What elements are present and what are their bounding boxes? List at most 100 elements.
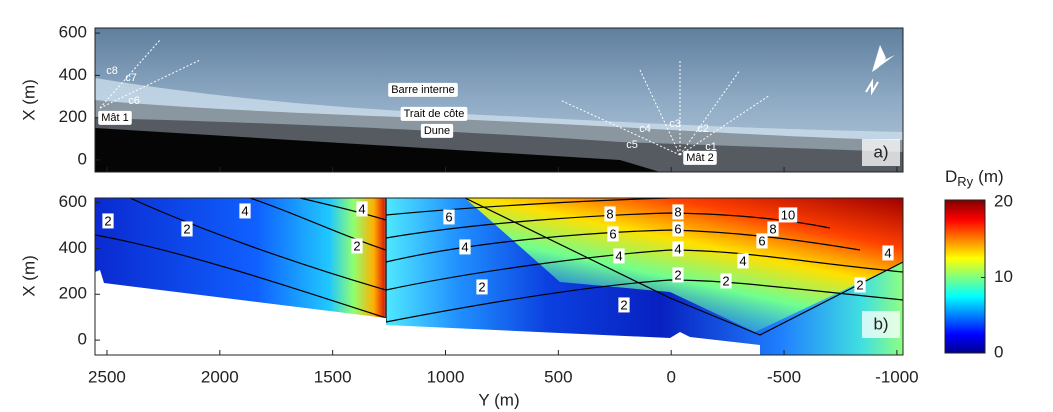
panel-label-bg (862, 139, 900, 166)
annotation: c5 (626, 139, 638, 151)
y-axis-label: X (m) (19, 79, 38, 121)
y-tick-label: 600 (59, 23, 87, 42)
colorbar-label-sub: Ry (957, 174, 973, 189)
contour-label: 2 (674, 267, 681, 282)
x-tick-label: 1000 (427, 367, 465, 386)
frame (94, 27, 904, 173)
contour-label: 2 (856, 277, 863, 292)
x-tick-label: 2000 (201, 367, 239, 386)
annotation: c7 (125, 72, 137, 84)
contour-label: 4 (674, 241, 681, 256)
contour-label-bg (767, 221, 779, 237)
contour-label: 4 (241, 203, 248, 218)
contour-label-bg (607, 226, 619, 242)
x-tick-label: 0 (666, 367, 675, 386)
y-tick-label: 400 (59, 238, 87, 257)
annotation: Dune (424, 125, 450, 137)
x-tick-label: 2500 (88, 367, 126, 386)
contour-label-bg (613, 248, 625, 264)
contour-label-bg (672, 267, 684, 283)
y-axis-label: X (m) (19, 255, 38, 297)
contour-label: 4 (739, 253, 746, 268)
contour-label: 6 (758, 233, 765, 248)
contour-label-bg (882, 245, 894, 261)
contour-label-bg (737, 253, 749, 269)
annotation: Barre interne (391, 84, 455, 96)
annotation: Mât 1 (101, 112, 129, 124)
contour-label: 8 (606, 206, 613, 221)
contour-label-bg (443, 209, 455, 225)
north-arrow (872, 45, 895, 72)
annotation: c4 (639, 123, 651, 135)
contour-label-bg (672, 204, 684, 220)
colorbar-tick-label: 0 (994, 342, 1003, 361)
heatmap (95, 198, 903, 355)
contour-label-bg (778, 207, 798, 223)
annotation: c6 (128, 95, 140, 107)
annotation-bg (420, 123, 454, 138)
contour-label: 2 (104, 213, 111, 228)
contour-label-bg (720, 273, 732, 289)
contour-label: 2 (620, 297, 627, 312)
photo (95, 28, 903, 172)
contour-label: 8 (674, 204, 681, 219)
contour-label-bg (102, 213, 114, 229)
panel-label-bg (862, 311, 900, 338)
annotation-bg (683, 150, 717, 165)
contour-label-bg (356, 201, 368, 217)
y-tick-label: 200 (59, 284, 87, 303)
y-tick-label: 0 (78, 149, 87, 168)
frame (94, 197, 904, 356)
annotation: c3 (669, 118, 681, 130)
x-axis-label: Y (m) (478, 390, 519, 409)
contour-label-bg (476, 279, 488, 295)
contour-label: 6 (445, 209, 452, 224)
contour-label: 8 (769, 221, 776, 236)
contour-label: 6 (674, 221, 681, 236)
x-tick-label: 500 (544, 367, 572, 386)
contour-label-bg (672, 241, 684, 257)
annotation: c8 (106, 65, 118, 77)
colorbar-tick-label: 10 (994, 267, 1013, 286)
annotation-bg (98, 110, 132, 125)
annotation-bg (400, 106, 468, 121)
contour-label: 6 (609, 226, 616, 241)
contour-label-bg (854, 277, 866, 293)
contour-label: 4 (358, 201, 365, 216)
contour-label: 4 (461, 239, 468, 254)
annotation-bg (388, 82, 458, 97)
y-tick-label: 400 (59, 65, 87, 84)
contour-label: 4 (884, 245, 891, 260)
contour-label: 2 (183, 221, 190, 236)
annotation: Mât 2 (686, 152, 714, 164)
y-tick-label: 0 (78, 330, 87, 349)
x-tick-label: -500 (767, 367, 801, 386)
colorbar-label-unit: (m) (978, 167, 1003, 186)
contour-label: 4 (615, 248, 622, 263)
colorbar-label: DRy (m) (945, 167, 1004, 189)
north-arrow (865, 78, 879, 96)
contour-label: 10 (781, 207, 795, 222)
contour-label-bg (618, 297, 630, 313)
x-tick-label: 1500 (314, 367, 352, 386)
contour-label-bg (756, 233, 768, 249)
contour-label-bg (181, 221, 193, 237)
colorbar-tick-label: 20 (994, 191, 1013, 210)
panel-label: b) (873, 314, 888, 333)
panel-label: a) (873, 142, 888, 161)
contour-label-bg (239, 203, 251, 219)
y-tick-label: 200 (59, 107, 87, 126)
x-tick-label: -1000 (875, 367, 918, 386)
contour-label: 2 (478, 279, 485, 294)
contour-label: 2 (353, 238, 360, 253)
annotation: c2 (697, 123, 709, 135)
annotation: c1 (705, 141, 717, 153)
colorbar (944, 199, 986, 354)
contour-label: 2 (722, 273, 729, 288)
contour-label-bg (672, 221, 684, 237)
contour-label-bg (351, 238, 363, 254)
colorbar-label-main: D (945, 167, 957, 186)
contour-label-bg (604, 206, 616, 222)
contour-label-bg (459, 239, 471, 255)
